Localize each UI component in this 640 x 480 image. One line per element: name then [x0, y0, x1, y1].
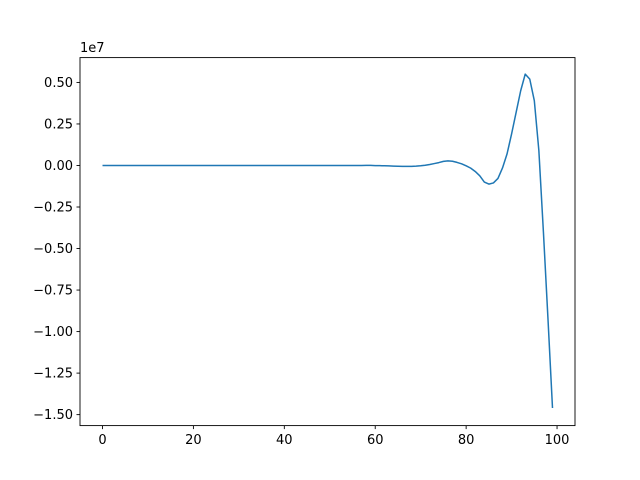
plot-area-border [79, 57, 576, 427]
y-tick-label: −0.50 [33, 242, 73, 257]
x-tick-label: 0 [98, 433, 106, 448]
y-tick-label: 0.50 [44, 76, 73, 91]
x-tick-label: 100 [545, 433, 570, 448]
y-axis-offset-label: 1e7 [80, 41, 105, 56]
y-tick-label: −1.25 [33, 367, 73, 382]
x-tick-label: 40 [276, 433, 293, 448]
series-0-line [102, 73, 554, 409]
x-tick-label: 60 [367, 433, 384, 448]
x-tick-label: 80 [458, 433, 475, 448]
y-axis-ticks: 0.50 0.25 0.00 −0.25 −0.50 −0.75 −1.00 −1.25 −1.… [33, 76, 80, 423]
y-tick-label: 0.00 [44, 159, 73, 174]
y-tick-label: −1.00 [33, 325, 73, 340]
y-tick-label: −1.50 [33, 408, 73, 423]
x-tick-label: 20 [185, 433, 202, 448]
y-tick-label: 0.25 [44, 118, 73, 133]
y-tick-label: −0.75 [33, 284, 73, 299]
y-tick-label: −0.25 [33, 201, 73, 216]
x-axis-ticks: 0 20 40 60 80 100 [98, 425, 570, 448]
